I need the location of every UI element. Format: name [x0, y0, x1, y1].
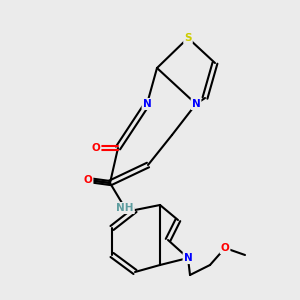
- Text: N: N: [184, 253, 192, 263]
- Text: O: O: [84, 175, 92, 185]
- Text: N: N: [142, 99, 152, 109]
- Text: NH: NH: [116, 203, 134, 213]
- Text: S: S: [184, 33, 192, 43]
- Text: O: O: [92, 143, 100, 153]
- Text: N: N: [192, 99, 200, 109]
- Text: O: O: [220, 243, 230, 253]
